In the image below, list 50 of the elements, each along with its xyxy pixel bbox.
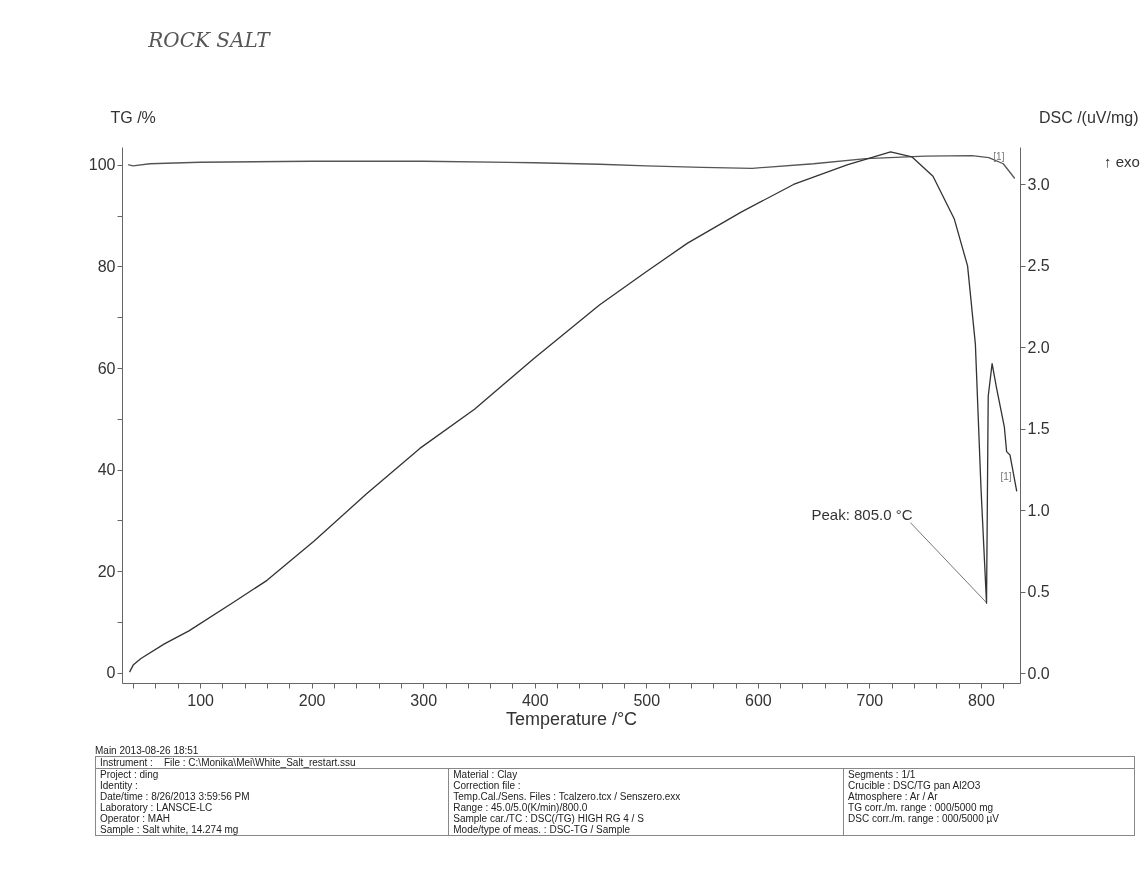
y-tick-label: 60 — [97, 359, 116, 377]
text: Correction file : — [453, 780, 522, 791]
y2-tick-label: 3.0 — [1027, 175, 1050, 193]
text: Mode/type of meas. : DSC-TG / Sample — [453, 824, 631, 835]
x-tick-label: 300 — [410, 691, 438, 709]
x-tick-label: 800 — [968, 691, 995, 709]
x-tick-label: 200 — [298, 691, 326, 709]
y2-tick-label: 2.0 — [1027, 338, 1050, 356]
y-tick-label: 40 — [97, 461, 116, 479]
y-axis-title: TG /% — [110, 108, 156, 126]
y-tick-label: 100 — [88, 156, 116, 174]
text: Operator : MAH — [100, 813, 171, 824]
x-tick-label: 600 — [745, 691, 772, 709]
y2-tick-label: 0.5 — [1027, 583, 1050, 601]
text: Crucible : DSC/TG pan Al2O3 — [848, 780, 982, 791]
text: Material : Clay — [453, 769, 519, 780]
series-label: [1] — [1000, 470, 1012, 482]
text: Project : ding — [100, 769, 160, 780]
x-tick-label: 100 — [187, 691, 215, 709]
text: Temp.Cal./Sens. Files : Tcalzero.tcx / Senszero.exx — [453, 791, 682, 802]
series-label: [1] — [993, 150, 1005, 162]
text: TG corr./m. range : 000/5000 mg — [848, 802, 994, 813]
text: DSC corr./m. range : 000/5000 µV — [848, 813, 1000, 824]
x-tick-label: 700 — [856, 691, 884, 709]
text: Laboratory : LANSCE-LC — [100, 802, 214, 813]
y2-tick-label: 0.0 — [1027, 664, 1050, 682]
text: ↑ exo — [1104, 153, 1140, 170]
text: Sample : Salt white, 14.274 mg — [100, 824, 240, 835]
text: Segments : 1/1 — [848, 769, 916, 780]
annotation: Peak: 805.0 °C — [811, 505, 913, 523]
text: Instrument : File : C:\Monika\Mei\White_Salt_restart.ssu — [100, 757, 356, 768]
text: Sample car./TC : DSC(/TG) HIGH RG 4 / S — [453, 813, 645, 824]
text: Main 2013-08-26 18:51 — [95, 745, 200, 756]
text: Date/time : 8/26/2013 3:59:56 PM — [100, 791, 251, 802]
x-tick-label: 500 — [633, 691, 661, 709]
y-tick-label: 80 — [97, 257, 116, 275]
chart-title: ROCK SALT — [147, 28, 272, 52]
x-axis-title: Temperature /°C — [505, 708, 638, 729]
y-tick-label: 0 — [106, 664, 116, 682]
y2-tick-label: 2.5 — [1027, 257, 1050, 275]
line-series — [129, 151, 1018, 673]
x-tick-label: 400 — [521, 691, 549, 709]
y2-tick-label: 1.5 — [1027, 420, 1050, 438]
y2-axis-title: DSC /(uV/mg) — [1038, 108, 1139, 126]
line-series — [128, 154, 1016, 179]
y-tick-label: 20 — [97, 562, 116, 580]
text: Atmosphere : Ar / Ar — [848, 791, 938, 802]
y2-tick-label: 1.0 — [1027, 501, 1050, 519]
text: Range : 45.0/5.0(K/min)/800.0 — [453, 802, 588, 813]
text: Identity : — [100, 780, 138, 791]
